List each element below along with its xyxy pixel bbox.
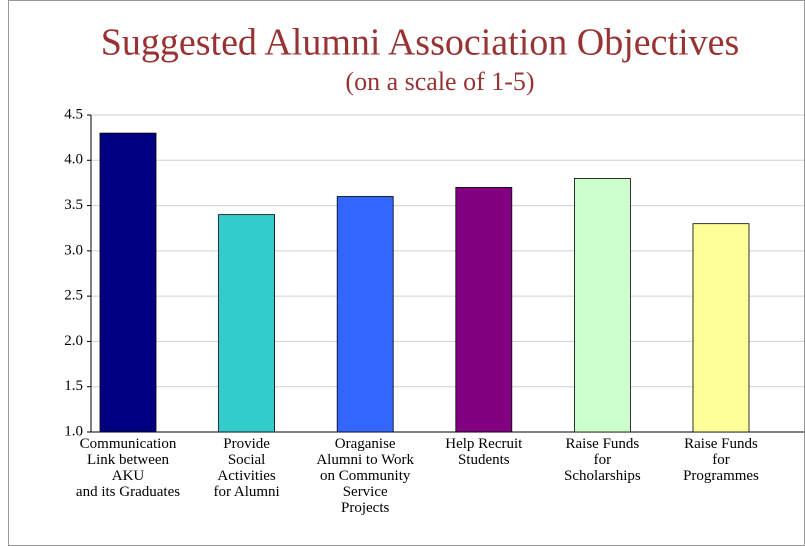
bar xyxy=(218,214,276,433)
y-tick-label: 2.0 xyxy=(64,333,83,349)
bar xyxy=(692,223,750,433)
x-tick-label: Raise Funds for Scholarships xyxy=(564,436,641,484)
y-tick-label: 2.5 xyxy=(64,288,83,304)
x-tick-label: Communication Link between AKU and its G… xyxy=(75,436,181,500)
chart-title: Suggested Alumni Association Objectives xyxy=(101,22,740,64)
bar xyxy=(99,132,157,433)
y-tick-label: 1.5 xyxy=(64,378,83,394)
y-tick-label: 4.0 xyxy=(64,152,83,168)
x-tick-label: Oraganise Alumni to Work on Community Se… xyxy=(316,436,415,516)
bar xyxy=(574,177,631,433)
y-tick-label: 3.0 xyxy=(64,242,83,258)
bar xyxy=(455,187,513,433)
y-tick-label: 1.0 xyxy=(64,423,83,439)
chart-subtitle: (on a scale of 1-5) xyxy=(345,67,534,96)
bar xyxy=(336,196,394,433)
y-tick-label: 4.5 xyxy=(64,106,83,122)
x-tick-label: Provide Social Activities for Alumni xyxy=(213,436,280,500)
x-tick-label: Help Recruit Students xyxy=(445,436,523,468)
y-tick-label: 3.5 xyxy=(64,197,83,213)
x-tick-label: Raise Funds for Programmes xyxy=(683,436,759,484)
